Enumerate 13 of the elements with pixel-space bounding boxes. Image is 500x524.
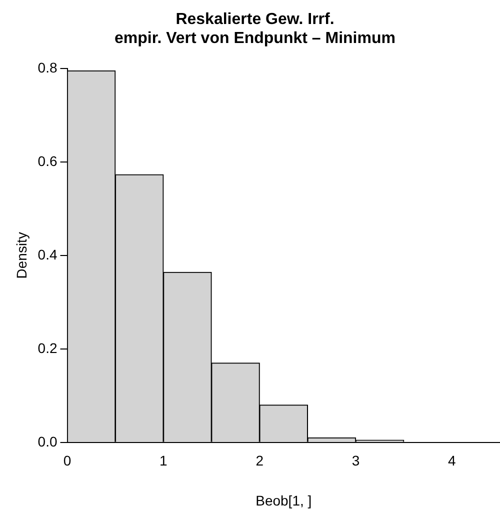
x-tick-label: 2 [256, 452, 264, 469]
y-tick-label: 0.0 [38, 433, 58, 450]
y-axis-title: Density [13, 232, 30, 279]
y-tick-label: 0.4 [38, 246, 58, 262]
y-tick-label: 0.8 [38, 59, 58, 76]
x-tick-label: 0 [63, 452, 72, 469]
chart-title: Reskalierte Gew. Irrf. empir. Vert von Endpunkt – Minimum [114, 11, 396, 48]
y-tick-label: 0.2 [38, 340, 58, 356]
y-tick-label: 0.6 [38, 152, 58, 169]
x-tick-label: 3 [352, 452, 360, 469]
x-axis-title: Beob[1, ] [256, 492, 312, 508]
x-tick-label: 1 [160, 452, 168, 469]
x-tick-label: 4 [448, 452, 456, 469]
